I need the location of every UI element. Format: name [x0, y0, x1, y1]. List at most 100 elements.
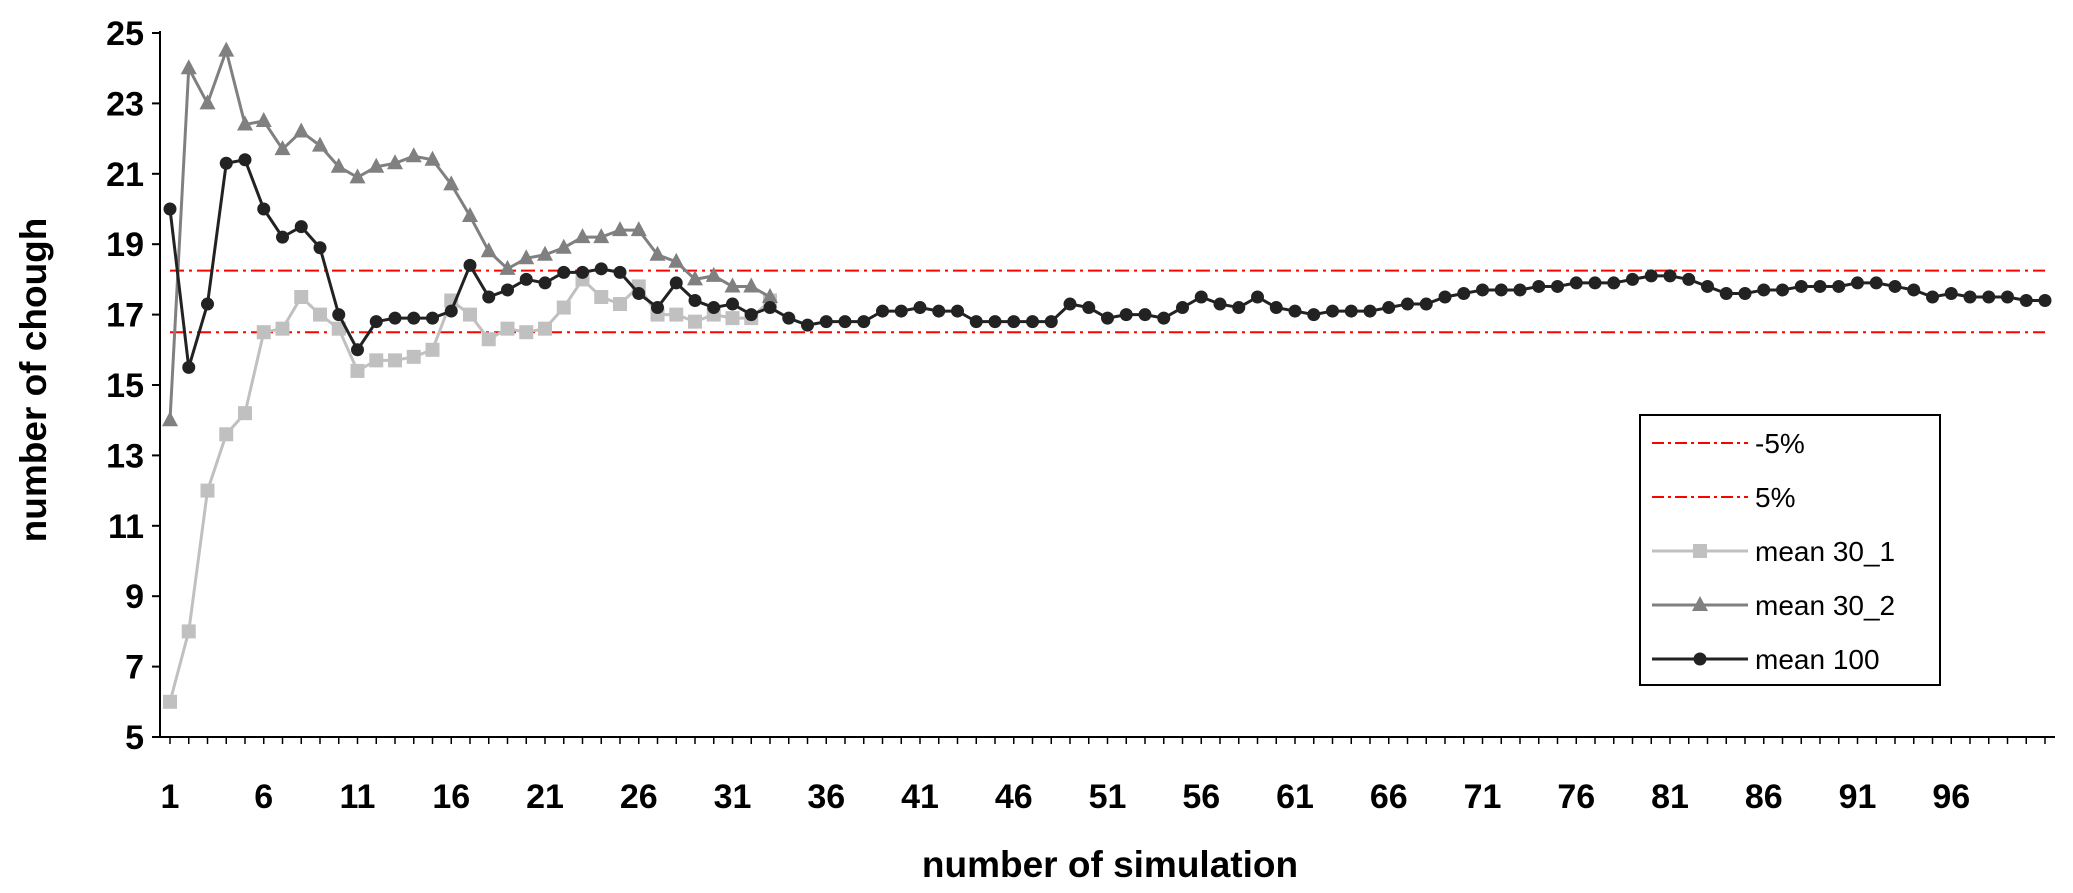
data-point [688, 294, 702, 308]
data-point [369, 315, 383, 329]
data-point [576, 265, 589, 279]
y-tick-label: 13 [106, 437, 144, 475]
legend-marker [1692, 596, 1708, 611]
data-point [1101, 311, 1114, 325]
data-point [330, 157, 347, 173]
data-point [349, 168, 366, 184]
data-point [256, 325, 271, 340]
data-point [988, 315, 1002, 329]
data-point [1532, 279, 1546, 293]
data-point [1757, 283, 1771, 297]
data-point [857, 315, 871, 329]
y-tick-label: 25 [106, 15, 144, 53]
data-point [163, 694, 177, 709]
data-point [556, 300, 571, 315]
legend-marker [1693, 652, 1707, 666]
data-point [218, 41, 235, 57]
data-point [1326, 304, 1339, 318]
data-point [368, 157, 385, 173]
data-point [612, 221, 628, 237]
data-point [313, 241, 327, 255]
data-point [181, 624, 196, 639]
data-point [1907, 283, 1921, 297]
data-point [669, 307, 684, 322]
y-tick-label: 21 [106, 156, 144, 194]
y-tick-label: 11 [108, 508, 144, 546]
data-point [1082, 301, 1096, 315]
data-point [1701, 279, 1714, 293]
x-tick-label: 26 [620, 778, 658, 816]
data-point [1588, 276, 1602, 290]
data-point [969, 315, 983, 329]
data-point [519, 272, 533, 286]
reference-lines [170, 269, 2045, 334]
axes [152, 31, 2055, 744]
data-point [1401, 297, 1414, 311]
data-point [1138, 308, 1152, 322]
data-point [2001, 290, 2014, 304]
data-point [200, 483, 215, 498]
data-point [2019, 294, 2033, 308]
data-point [913, 301, 927, 315]
data-point [219, 427, 234, 442]
x-tick-label: 91 [1839, 778, 1877, 816]
data-point [406, 349, 421, 364]
data-point [743, 277, 760, 293]
data-point [1344, 304, 1358, 318]
x-tick-label: 51 [1089, 778, 1127, 816]
data-point [557, 265, 571, 279]
x-tick-label: 86 [1745, 778, 1783, 816]
data-point [1663, 269, 1677, 283]
data-point [951, 304, 964, 318]
data-point [1982, 290, 1996, 304]
data-point [294, 220, 308, 234]
data-point [387, 154, 403, 170]
data-point [744, 308, 758, 322]
data-point [426, 311, 439, 325]
y-tick-label: 5 [125, 719, 144, 757]
data-point [180, 59, 197, 75]
data-point [369, 353, 384, 368]
x-tick-label: 31 [714, 778, 752, 816]
data-point [819, 315, 833, 329]
data-point [463, 307, 477, 322]
data-point [782, 311, 796, 325]
data-point [1063, 297, 1077, 311]
data-point [1738, 286, 1752, 300]
data-point [1213, 297, 1227, 311]
data-point [1794, 279, 1808, 293]
data-point [762, 288, 778, 303]
y-axis-title: number of chough [13, 218, 54, 543]
data-point [1888, 279, 1902, 293]
data-point [276, 230, 289, 244]
data-point [275, 321, 290, 336]
data-point [313, 307, 327, 322]
y-tick-label: 17 [106, 297, 144, 335]
x-tick-label: 81 [1651, 778, 1689, 816]
data-point [1457, 286, 1471, 300]
data-point [405, 147, 422, 163]
x-tick-label: 76 [1557, 778, 1595, 816]
data-point [1569, 276, 1583, 290]
data-point [1382, 301, 1396, 315]
x-tick-label: 21 [526, 778, 564, 816]
data-point [501, 283, 514, 297]
data-point [1157, 311, 1171, 325]
data-point [838, 315, 852, 329]
data-point [632, 286, 646, 300]
data-point [182, 360, 196, 374]
data-point [1776, 283, 1789, 297]
data-point [649, 245, 666, 261]
x-tick-label: 66 [1370, 778, 1408, 816]
data-point [1307, 308, 1321, 322]
y-tick-label: 19 [106, 226, 144, 264]
x-tick-label: 1 [161, 778, 180, 816]
data-point [1869, 276, 1883, 290]
data-point [651, 301, 664, 315]
data-point [594, 262, 608, 276]
data-point [726, 297, 739, 311]
x-tick-label: 56 [1182, 778, 1220, 816]
x-tick-label: 41 [901, 778, 939, 816]
